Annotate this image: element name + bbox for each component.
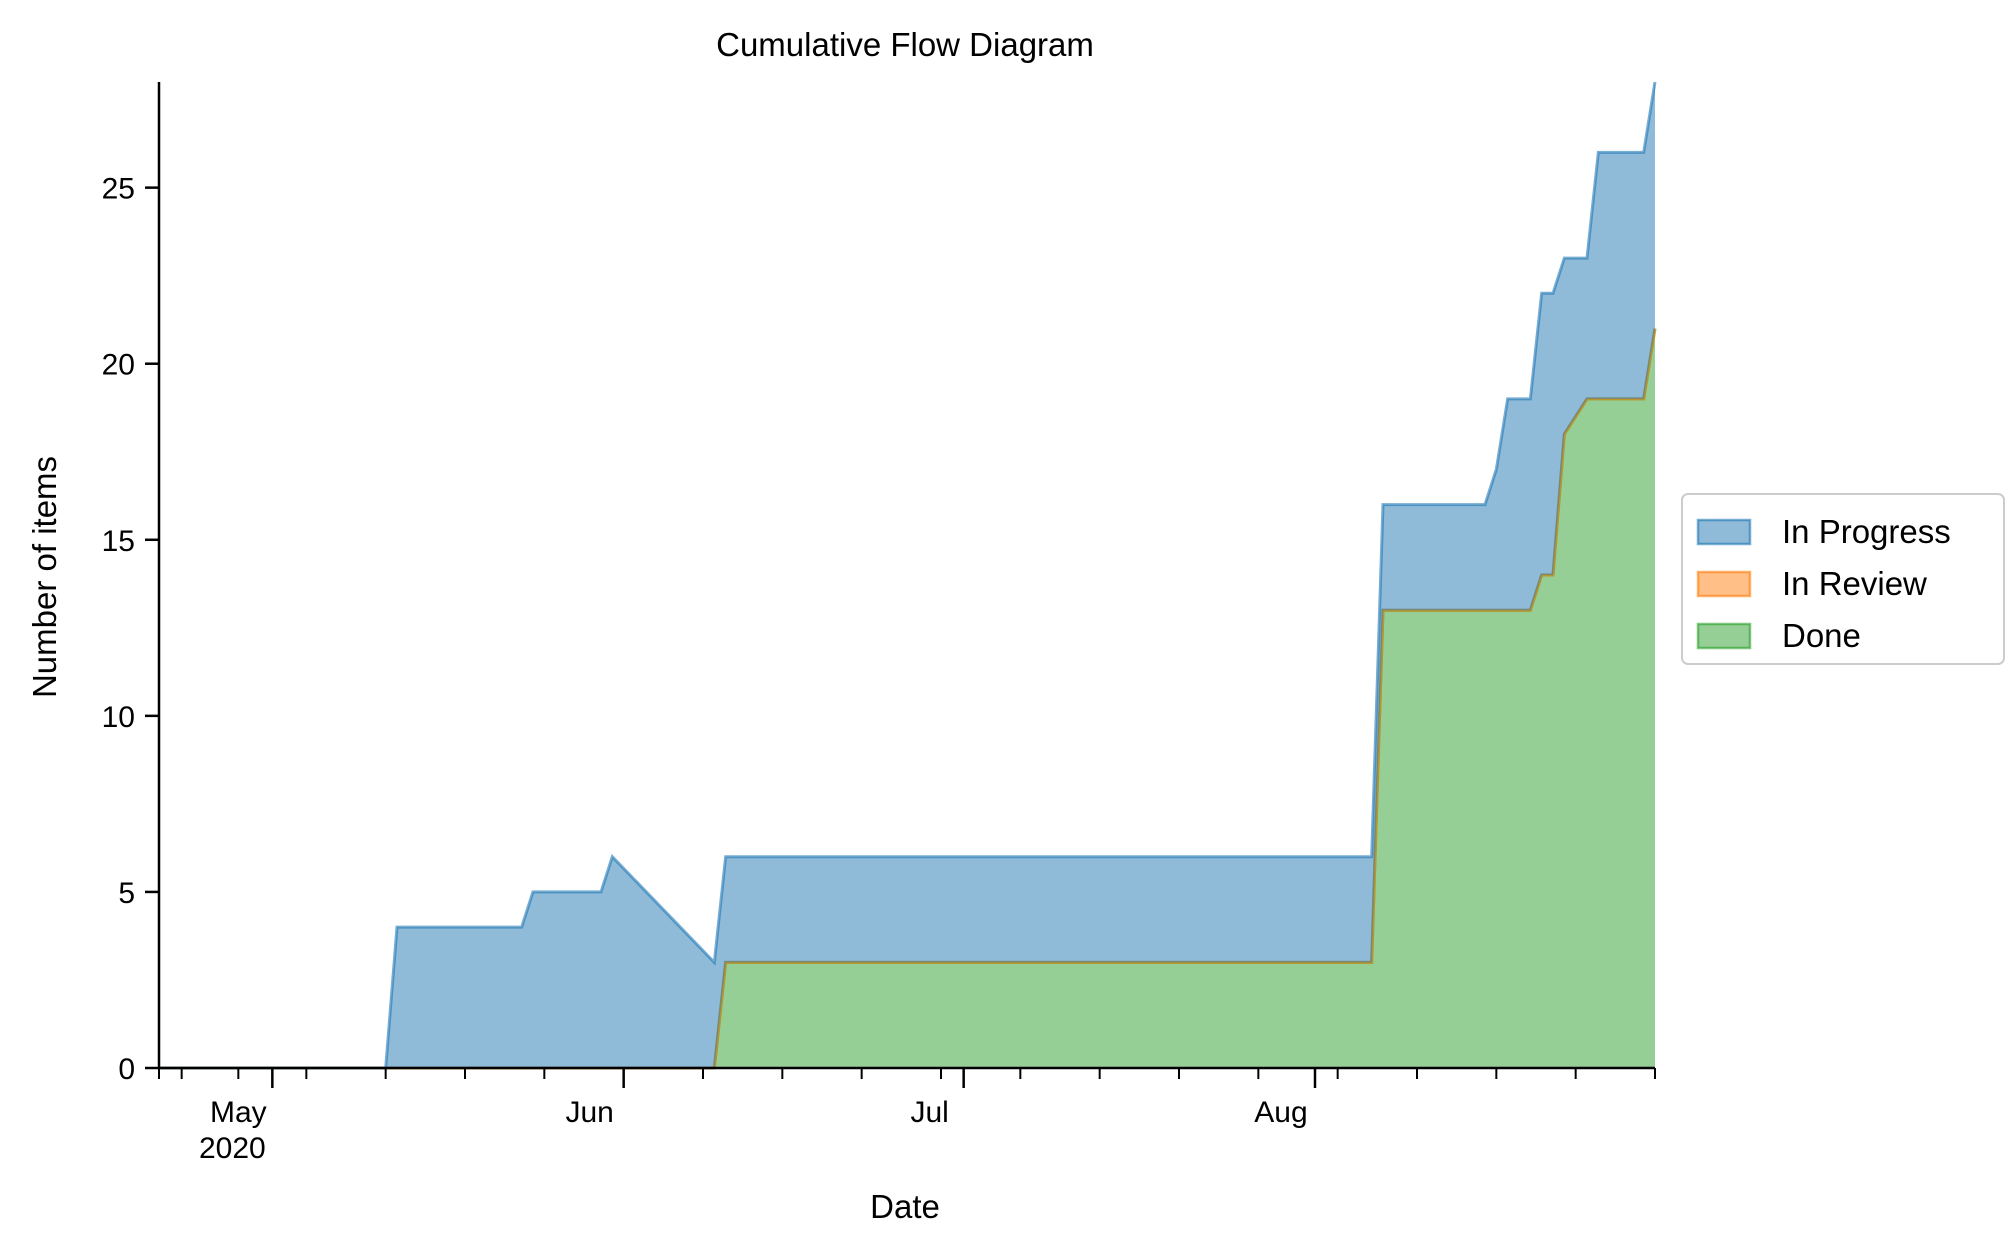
legend-swatch-done: [1696, 622, 1752, 650]
y-axis-ticks: 0 5 10 15 20 25: [102, 173, 159, 1086]
y-tick-label: 15: [102, 525, 135, 558]
x-tick-label: Jun: [565, 1096, 613, 1129]
x-tick-label: Jul: [910, 1096, 948, 1129]
x-axis-title: Date: [870, 1188, 940, 1225]
x-tick-label: Aug: [1254, 1096, 1307, 1129]
legend-label-done: Done: [1782, 617, 1861, 654]
legend: In Progress In Review Done: [1681, 493, 2005, 665]
y-axis-title: Number of items: [26, 456, 63, 698]
axes: [157, 82, 1655, 1070]
x-tick-label: May: [210, 1096, 267, 1129]
y-tick-label: 0: [118, 1053, 135, 1086]
legend-swatch-in-progress: [1696, 518, 1752, 546]
legend-label-in-progress: In Progress: [1782, 513, 1951, 550]
area-done: [159, 328, 1655, 1068]
stacked-areas: [159, 81, 1657, 1070]
chart-title: Cumulative Flow Diagram: [716, 26, 1094, 63]
area-in-progress: [159, 82, 1655, 1068]
legend-label-in-review: In Review: [1782, 565, 1927, 602]
legend-frame: [1681, 493, 2005, 665]
legend-swatch-in-review: [1696, 570, 1752, 598]
y-tick-label: 5: [118, 877, 135, 910]
y-tick-label: 25: [102, 173, 135, 206]
y-tick-label: 20: [102, 349, 135, 382]
y-tick-label: 10: [102, 701, 135, 734]
x-tick-sublabel: 2020: [199, 1132, 266, 1165]
edge-in-progress: [159, 81, 1657, 1070]
